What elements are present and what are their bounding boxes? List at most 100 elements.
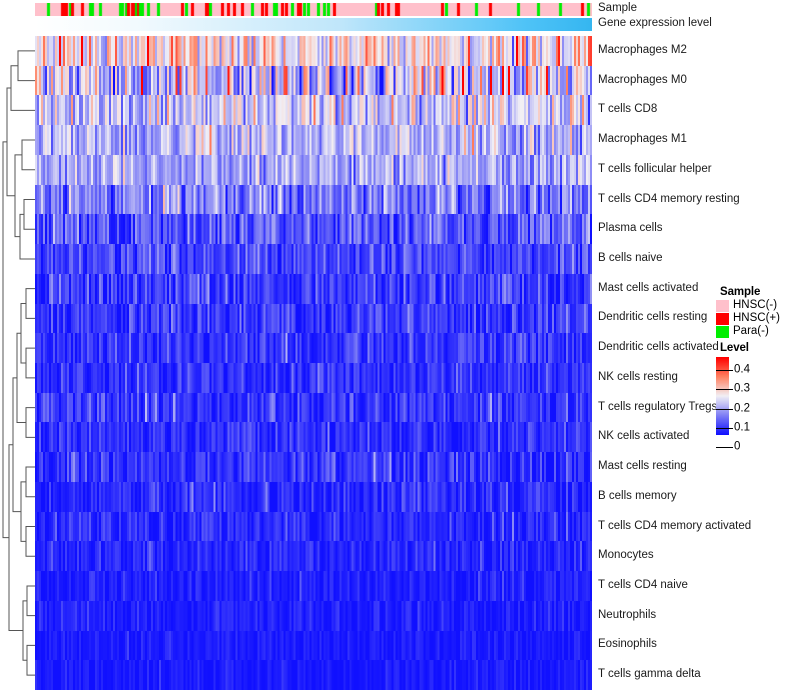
heatmap-row — [35, 363, 592, 393]
row-label: T cells gamma delta — [598, 668, 701, 681]
heatmap-row — [35, 541, 592, 572]
heatmap-row-cells — [35, 303, 592, 334]
row-label: B cells memory — [598, 489, 677, 502]
heatmap-row-cells — [35, 363, 592, 393]
heatmap-row — [35, 630, 592, 661]
heatmap-row — [35, 244, 592, 274]
level-tick-labels: 0.4 0.3 0.2 0.1 0 — [716, 364, 800, 452]
heatmap-row-cells — [35, 36, 592, 66]
heatmap-row — [35, 571, 592, 601]
heatmap-row — [35, 660, 592, 690]
heatmap-row — [35, 481, 592, 512]
level-tick-mark — [716, 447, 733, 448]
heatmap-row-cells — [35, 571, 592, 601]
heatmap-row-cells — [35, 600, 592, 631]
row-label: NK cells resting — [598, 370, 678, 383]
row-label: Dendritic cells resting — [598, 311, 708, 324]
heatmap-row-cells — [35, 452, 592, 482]
heatmap-row — [35, 452, 592, 482]
level-colorbar-wrap — [716, 357, 729, 435]
heatmap-row — [35, 65, 592, 96]
heatmap-row-cells — [35, 125, 592, 155]
row-label: Dendritic cells activated — [598, 341, 719, 354]
row-label: T cells CD4 memory activated — [598, 519, 752, 532]
legend-swatch-icon — [716, 312, 729, 325]
heatmap-row — [35, 600, 592, 631]
sample-annotation-stripes — [35, 3, 592, 16]
legend-panel: Sample HNSC(-) HNSC(+) Para(-) Level 0.4 0.… — [716, 286, 800, 452]
legend-title-level: Level — [720, 342, 749, 354]
row-label: T cells CD4 memory resting — [598, 192, 740, 205]
legend-label: HNSC(-) — [733, 299, 778, 311]
heatmap-row — [35, 154, 592, 185]
heatmap-row — [35, 422, 592, 453]
row-label: Monocytes — [598, 549, 654, 562]
row-label: Macrophages M2 — [598, 43, 687, 56]
annotation-bar-gene-expression-level — [35, 18, 592, 31]
heatmap-row-cells — [35, 154, 592, 185]
level-tick-label: 0.2 — [734, 402, 750, 414]
level-tick-label: 0 — [734, 440, 741, 453]
heatmap-row — [35, 95, 592, 126]
row-label: Neutrophils — [598, 608, 657, 621]
legend-label: Para(-) — [733, 325, 769, 337]
heatmap-row — [35, 273, 592, 304]
level-tick-mark — [716, 408, 733, 410]
row-label: Plasma cells — [598, 222, 663, 235]
level-colorbar — [716, 357, 729, 435]
row-label: NK cells activated — [598, 430, 690, 443]
legend-level: Level 0.4 0.3 0.2 0.1 0 — [716, 342, 800, 452]
legend-swatch-icon — [716, 299, 729, 312]
heatmap-row-cells — [35, 65, 592, 96]
annotation-bar-sample — [35, 3, 592, 16]
row-label: T cells CD4 naive — [598, 578, 688, 591]
legend-item-sample: HNSC(+) — [716, 312, 800, 325]
row-label: T cells regulatory Tregs — [598, 400, 718, 413]
level-tick-mark — [716, 389, 733, 391]
heatmap-row-cells — [35, 273, 592, 304]
heatmap-row-cells — [35, 422, 592, 453]
heatmap-row — [35, 392, 592, 423]
dendrogram-links — [2, 50, 35, 676]
row-dendrogram — [2, 50, 35, 676]
row-label: Mast cells activated — [598, 281, 699, 294]
row-label: Macrophages M0 — [598, 73, 687, 86]
heatmap-row — [35, 214, 592, 245]
legend-item-sample: Para(-) — [716, 325, 800, 338]
heatmap-row-cells — [35, 660, 592, 690]
heatmap-row — [35, 36, 592, 66]
row-label: T cells follicular helper — [598, 162, 712, 175]
heatmap-row — [35, 125, 592, 155]
row-label: Mast cells resting — [598, 460, 687, 473]
heatmap-row — [35, 511, 592, 542]
row-label: T cells CD8 — [598, 103, 658, 116]
heatmap-row — [35, 333, 592, 363]
annotation-label-gene-expression-level: Gene expression level — [598, 17, 712, 29]
row-label: Macrophages M1 — [598, 133, 687, 146]
level-tick-label: 0.1 — [734, 421, 750, 434]
row-label: Eosinophils — [598, 638, 657, 651]
legend-label: HNSC(+) — [733, 312, 780, 324]
heatmap-row — [35, 184, 592, 215]
row-label: B cells naive — [598, 251, 663, 264]
heatmap-row-cells — [35, 392, 592, 423]
heatmap-row-cells — [35, 244, 592, 274]
heatmap-body — [35, 36, 592, 690]
legend-swatch-icon — [716, 325, 729, 338]
heatmap-row-cells — [35, 511, 592, 542]
level-tick-mark — [716, 370, 733, 371]
heatmap-row-cells — [35, 214, 592, 245]
legend-items-sample: HNSC(-) HNSC(+) Para(-) — [716, 299, 800, 338]
level-tick-label: 0.4 — [734, 363, 750, 376]
heatmap-row-cells — [35, 541, 592, 572]
heatmap-row-cells — [35, 95, 592, 126]
heatmap-row-cells — [35, 481, 592, 512]
heatmap-row-cells — [35, 333, 592, 363]
level-tick-label: 0.3 — [734, 382, 750, 395]
annotation-label-sample: Sample — [598, 2, 637, 14]
legend-item-sample: HNSC(-) — [716, 299, 800, 312]
level-tick-mark — [716, 427, 733, 429]
heatmap-row — [35, 303, 592, 334]
heatmap-row-cells — [35, 630, 592, 661]
